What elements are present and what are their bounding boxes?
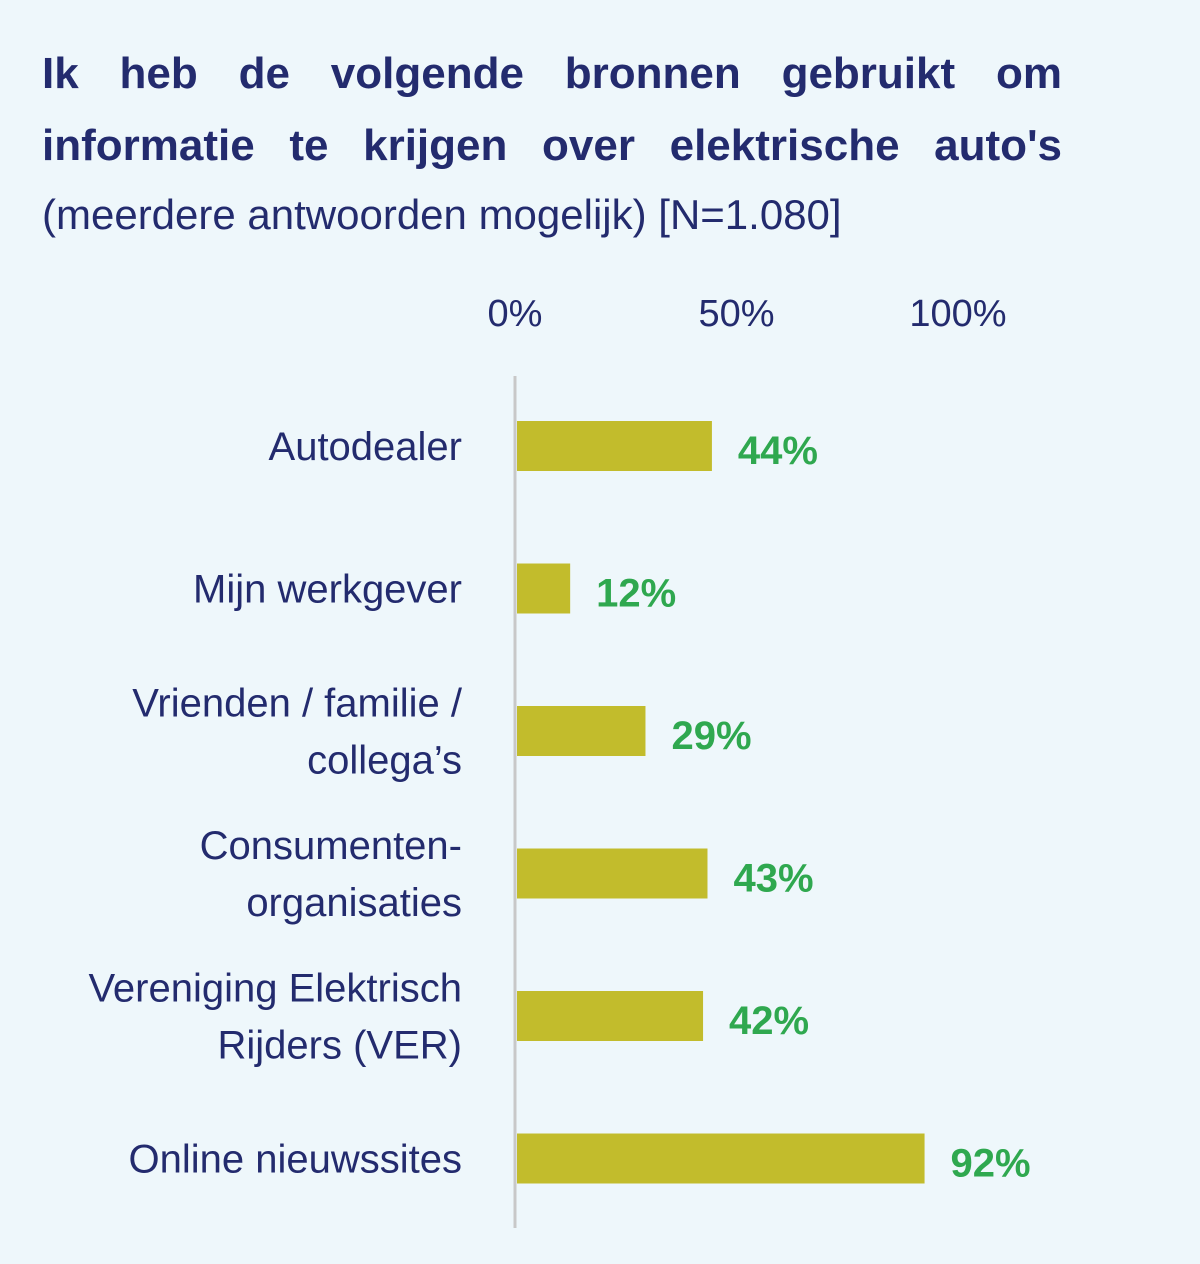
category-label-line: collega’s bbox=[307, 739, 462, 783]
value-label: 44% bbox=[738, 429, 818, 473]
category-label-line: Rijders (VER) bbox=[218, 1024, 462, 1068]
bar-row: Autodealer 44% bbox=[269, 421, 818, 473]
bar-row: Online nieuwssites 92% bbox=[129, 1133, 1031, 1186]
category-label-line: Vrienden / familie / bbox=[132, 682, 463, 726]
bar-chart: 0% 50% 100% Autodealer 44% Mijn werkgever 12%… bbox=[88, 293, 1031, 1228]
bar bbox=[517, 1133, 925, 1184]
bar-rows: Autodealer 44% Mijn werkgever 12% Vrienden /… bbox=[88, 421, 1031, 1186]
value-label: 92% bbox=[951, 1142, 1031, 1186]
category-label-line: Vereniging Elektrisch bbox=[88, 967, 462, 1011]
chart-title-line-2: informatie te krijgen over elektrische a… bbox=[42, 121, 1062, 170]
category-label: Vrienden / familie / collega’s bbox=[132, 682, 463, 783]
value-label: 29% bbox=[671, 714, 751, 758]
chart-subtitle: (meerdere antwoorden mogelijk) [N=1.080] bbox=[42, 191, 842, 238]
bar bbox=[517, 991, 704, 1041]
category-label-line: Mijn werkgever bbox=[193, 568, 462, 612]
value-label: 42% bbox=[729, 999, 809, 1043]
value-label: 12% bbox=[596, 572, 676, 616]
category-label-line: organisaties bbox=[246, 881, 462, 925]
category-label-line: Online nieuwssites bbox=[129, 1138, 463, 1182]
x-axis-ticks: 0% 50% 100% bbox=[488, 293, 1007, 335]
bar-row: Consumenten-organisaties 43% bbox=[200, 824, 814, 925]
bar bbox=[517, 706, 646, 756]
category-label-line: Consumenten- bbox=[200, 824, 462, 868]
chart-title-line-1: Ik heb de volgende bronnen gebruikt om bbox=[42, 49, 1062, 98]
category-label: Autodealer bbox=[269, 425, 462, 469]
x-tick-label: 0% bbox=[488, 293, 543, 335]
x-tick-label: 100% bbox=[909, 293, 1006, 335]
bar-row: Mijn werkgever 12% bbox=[193, 563, 676, 616]
category-label: Mijn werkgever bbox=[193, 568, 462, 612]
x-tick-label: 50% bbox=[698, 293, 774, 335]
category-label: Consumenten-organisaties bbox=[200, 824, 462, 925]
bar bbox=[517, 421, 712, 471]
category-label: Online nieuwssites bbox=[129, 1138, 463, 1182]
bar-row: Vrienden / familie / collega’s 29% bbox=[132, 682, 751, 783]
category-label-line: Autodealer bbox=[269, 425, 462, 469]
title-block: Ik heb de volgende bronnen gebruikt om i… bbox=[42, 38, 1062, 244]
bar-row: Vereniging Elektrisch Rijders (VER) 42% bbox=[88, 967, 809, 1068]
bar bbox=[517, 563, 571, 614]
value-label: 43% bbox=[733, 857, 813, 901]
bar bbox=[517, 848, 708, 899]
chart-title: Ik heb de volgende bronnen gebruikt om i… bbox=[42, 38, 1062, 182]
category-label: Vereniging Elektrisch Rijders (VER) bbox=[88, 967, 462, 1068]
